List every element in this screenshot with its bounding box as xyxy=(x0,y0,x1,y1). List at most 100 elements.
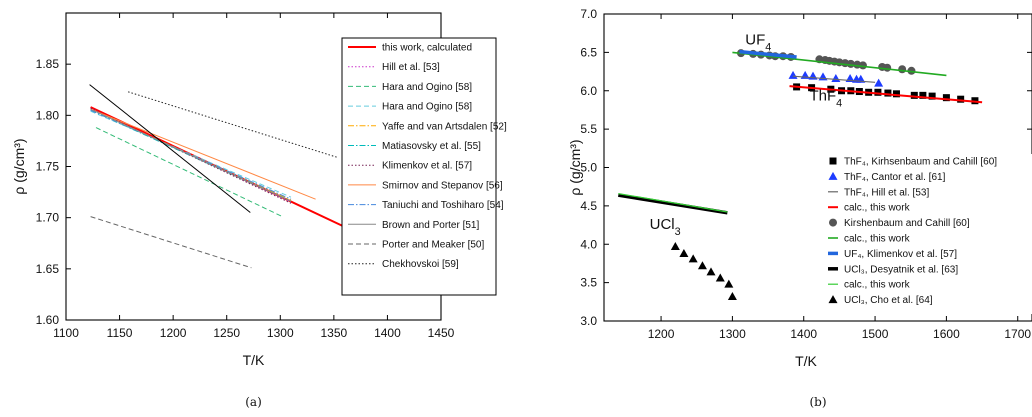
legend-label: Hara and Ogino [58] xyxy=(382,102,472,113)
panel-b: 1200 1300 1400 1500 1600 1700 3.0 3.5 4.0 4.5 5.0 5… xyxy=(567,7,1032,409)
legend-item: Kirshenbaum and Cahill [60] xyxy=(829,218,970,229)
series-line-9 xyxy=(90,108,292,202)
data-point xyxy=(679,248,689,257)
legend-item: ThF₄, Hill et al. [53] xyxy=(828,187,929,198)
series-line-8 xyxy=(618,193,728,213)
legend-label: Hill et al. [53] xyxy=(382,62,440,73)
legend: ThF₄, Kirhsenbaum and Cahill [60] ThF₄, C… xyxy=(822,154,1032,314)
legend-label: Porter and Meaker [50] xyxy=(382,240,484,251)
legend-label: UCl₃, Desyatnik et al. [63] xyxy=(844,264,958,275)
x-tick-label: 1400 xyxy=(374,326,401,340)
panel-a: 1100 1150 1200 1250 1300 1350 1400 1450 1.60 1.65… xyxy=(11,12,507,409)
legend: this work, calculated Hill et al. [53] Har… xyxy=(341,37,507,296)
data-point xyxy=(898,65,907,74)
series-line-10 xyxy=(90,216,252,269)
legend-item: Smirnov and Stepanov [56] xyxy=(348,180,503,191)
legend-item: Hill et al. [53] xyxy=(348,62,440,73)
series-line-2 xyxy=(792,75,876,83)
data-point xyxy=(884,89,892,97)
legend-label: Smirnov and Stepanov [56] xyxy=(382,180,503,191)
series-line-12 xyxy=(89,84,251,213)
data-point xyxy=(670,242,680,251)
legend-label: Kirshenbaum and Cahill [60] xyxy=(844,218,970,229)
y-tick-label: 4.0 xyxy=(580,237,597,251)
y-tick-label: 6.5 xyxy=(580,45,597,59)
data-point xyxy=(892,90,900,98)
legend-label: Hara and Ogino [58] xyxy=(382,82,472,93)
legend-label: ThF₄, Cantor et al. [61] xyxy=(844,172,946,183)
legend-item: Yaffe and van Artsdalen [52] xyxy=(348,121,507,132)
x-tick-label: 1500 xyxy=(862,327,889,341)
data-point xyxy=(907,66,916,75)
legend-item: Hara and Ogino [58] xyxy=(348,102,472,113)
x-tick-label: 1300 xyxy=(267,326,294,340)
data-point xyxy=(706,267,716,276)
legend-item: Matiasovsky et al. [55] xyxy=(348,141,481,152)
legend-label: Brown and Porter [51] xyxy=(382,220,479,231)
data-point xyxy=(883,63,892,72)
legend-label: Klimenkov et al. [57] xyxy=(382,161,472,172)
x-tick-label: 1600 xyxy=(933,327,960,341)
y-tick-label: 5.0 xyxy=(580,161,597,175)
legend-swatch xyxy=(829,218,837,227)
annotations: UF4 ThF4 UCl3 xyxy=(650,32,842,238)
x-tick-label: 1200 xyxy=(160,326,187,340)
y-tick-label: 6.0 xyxy=(580,84,597,98)
series-line-7 xyxy=(618,193,728,215)
legend-item: Porter and Meaker [50] xyxy=(348,240,484,251)
annotation-label: UF4 xyxy=(745,32,771,54)
series-group xyxy=(618,49,983,300)
data-point xyxy=(919,91,927,99)
annotation-label: ThF4 xyxy=(809,88,842,110)
y-tick-label: 1.75 xyxy=(36,160,60,174)
legend-label: Taniuchi and Toshiharo [54] xyxy=(382,200,504,211)
y-tick-label: 3.0 xyxy=(580,314,597,328)
x-tick-label: 1150 xyxy=(107,326,133,340)
x-tick-label: 1450 xyxy=(428,326,455,340)
y-tick-label: 3.5 xyxy=(580,276,597,290)
legend-label: UF₄, Klimenkov et al. [57] xyxy=(844,249,957,260)
data-point xyxy=(831,73,841,82)
legend-swatch xyxy=(828,295,838,304)
y-axis-label: ρ (g/cm³) xyxy=(567,139,583,195)
legend-swatch xyxy=(828,171,838,180)
y-tick-label: 1.70 xyxy=(36,211,60,225)
legend-item: UCl₃, Desyatnik et al. [63] xyxy=(828,264,958,275)
series-line-11 xyxy=(127,91,338,158)
series-group xyxy=(89,84,352,269)
data-point xyxy=(910,91,918,99)
legend-label: UCl₃, Cho et al. [64] xyxy=(844,295,933,306)
data-point xyxy=(724,279,734,288)
legend-item: this work, calculated xyxy=(348,43,472,54)
legend-item: Klimenkov et al. [57] xyxy=(348,161,472,172)
ticks: 1200 1300 1400 1500 1600 1700 3.0 3.5 4.0 4.5 5.0 5… xyxy=(580,7,1032,341)
data-point xyxy=(715,273,725,282)
legend-label: Yaffe and van Artsdalen [52] xyxy=(382,121,507,132)
x-axis-label: T/K xyxy=(795,353,817,369)
legend-box xyxy=(822,154,1032,314)
x-axis-label: T/K xyxy=(243,352,265,368)
legend-item: ThF₄, Kirhsenbaum and Cahill [60] xyxy=(829,157,997,168)
data-point xyxy=(928,92,936,100)
panel-caption: (a) xyxy=(245,395,262,409)
data-point xyxy=(957,95,965,103)
x-tick-label: 1250 xyxy=(213,326,240,340)
y-tick-label: 1.60 xyxy=(36,313,60,327)
legend-item: UCl₃, Cho et al. [64] xyxy=(828,295,933,306)
series-line-7 xyxy=(90,108,316,200)
data-point xyxy=(874,88,882,96)
y-tick-label: 1.80 xyxy=(36,108,60,122)
legend-item: Taniuchi and Toshiharo [54] xyxy=(348,200,504,211)
legend-item: UF₄, Klimenkov et al. [57] xyxy=(828,249,957,260)
legend-item: calc., this work xyxy=(828,280,911,291)
legend-item: Hara and Ogino [58] xyxy=(348,82,472,93)
y-axis-label: ρ (g/cm³) xyxy=(11,138,27,194)
legend-item: Chekhovskoi [59] xyxy=(348,259,459,270)
annotation-label: UCl3 xyxy=(650,216,681,238)
legend-box xyxy=(341,37,497,296)
ticks: 1100 1150 1200 1250 1300 1350 1400 1450 1.60 1.65… xyxy=(36,13,455,340)
legend-label: calc., this work xyxy=(844,280,911,291)
legend-label: ThF₄, Hill et al. [53] xyxy=(844,187,929,198)
y-tick-label: 7.0 xyxy=(580,7,597,21)
